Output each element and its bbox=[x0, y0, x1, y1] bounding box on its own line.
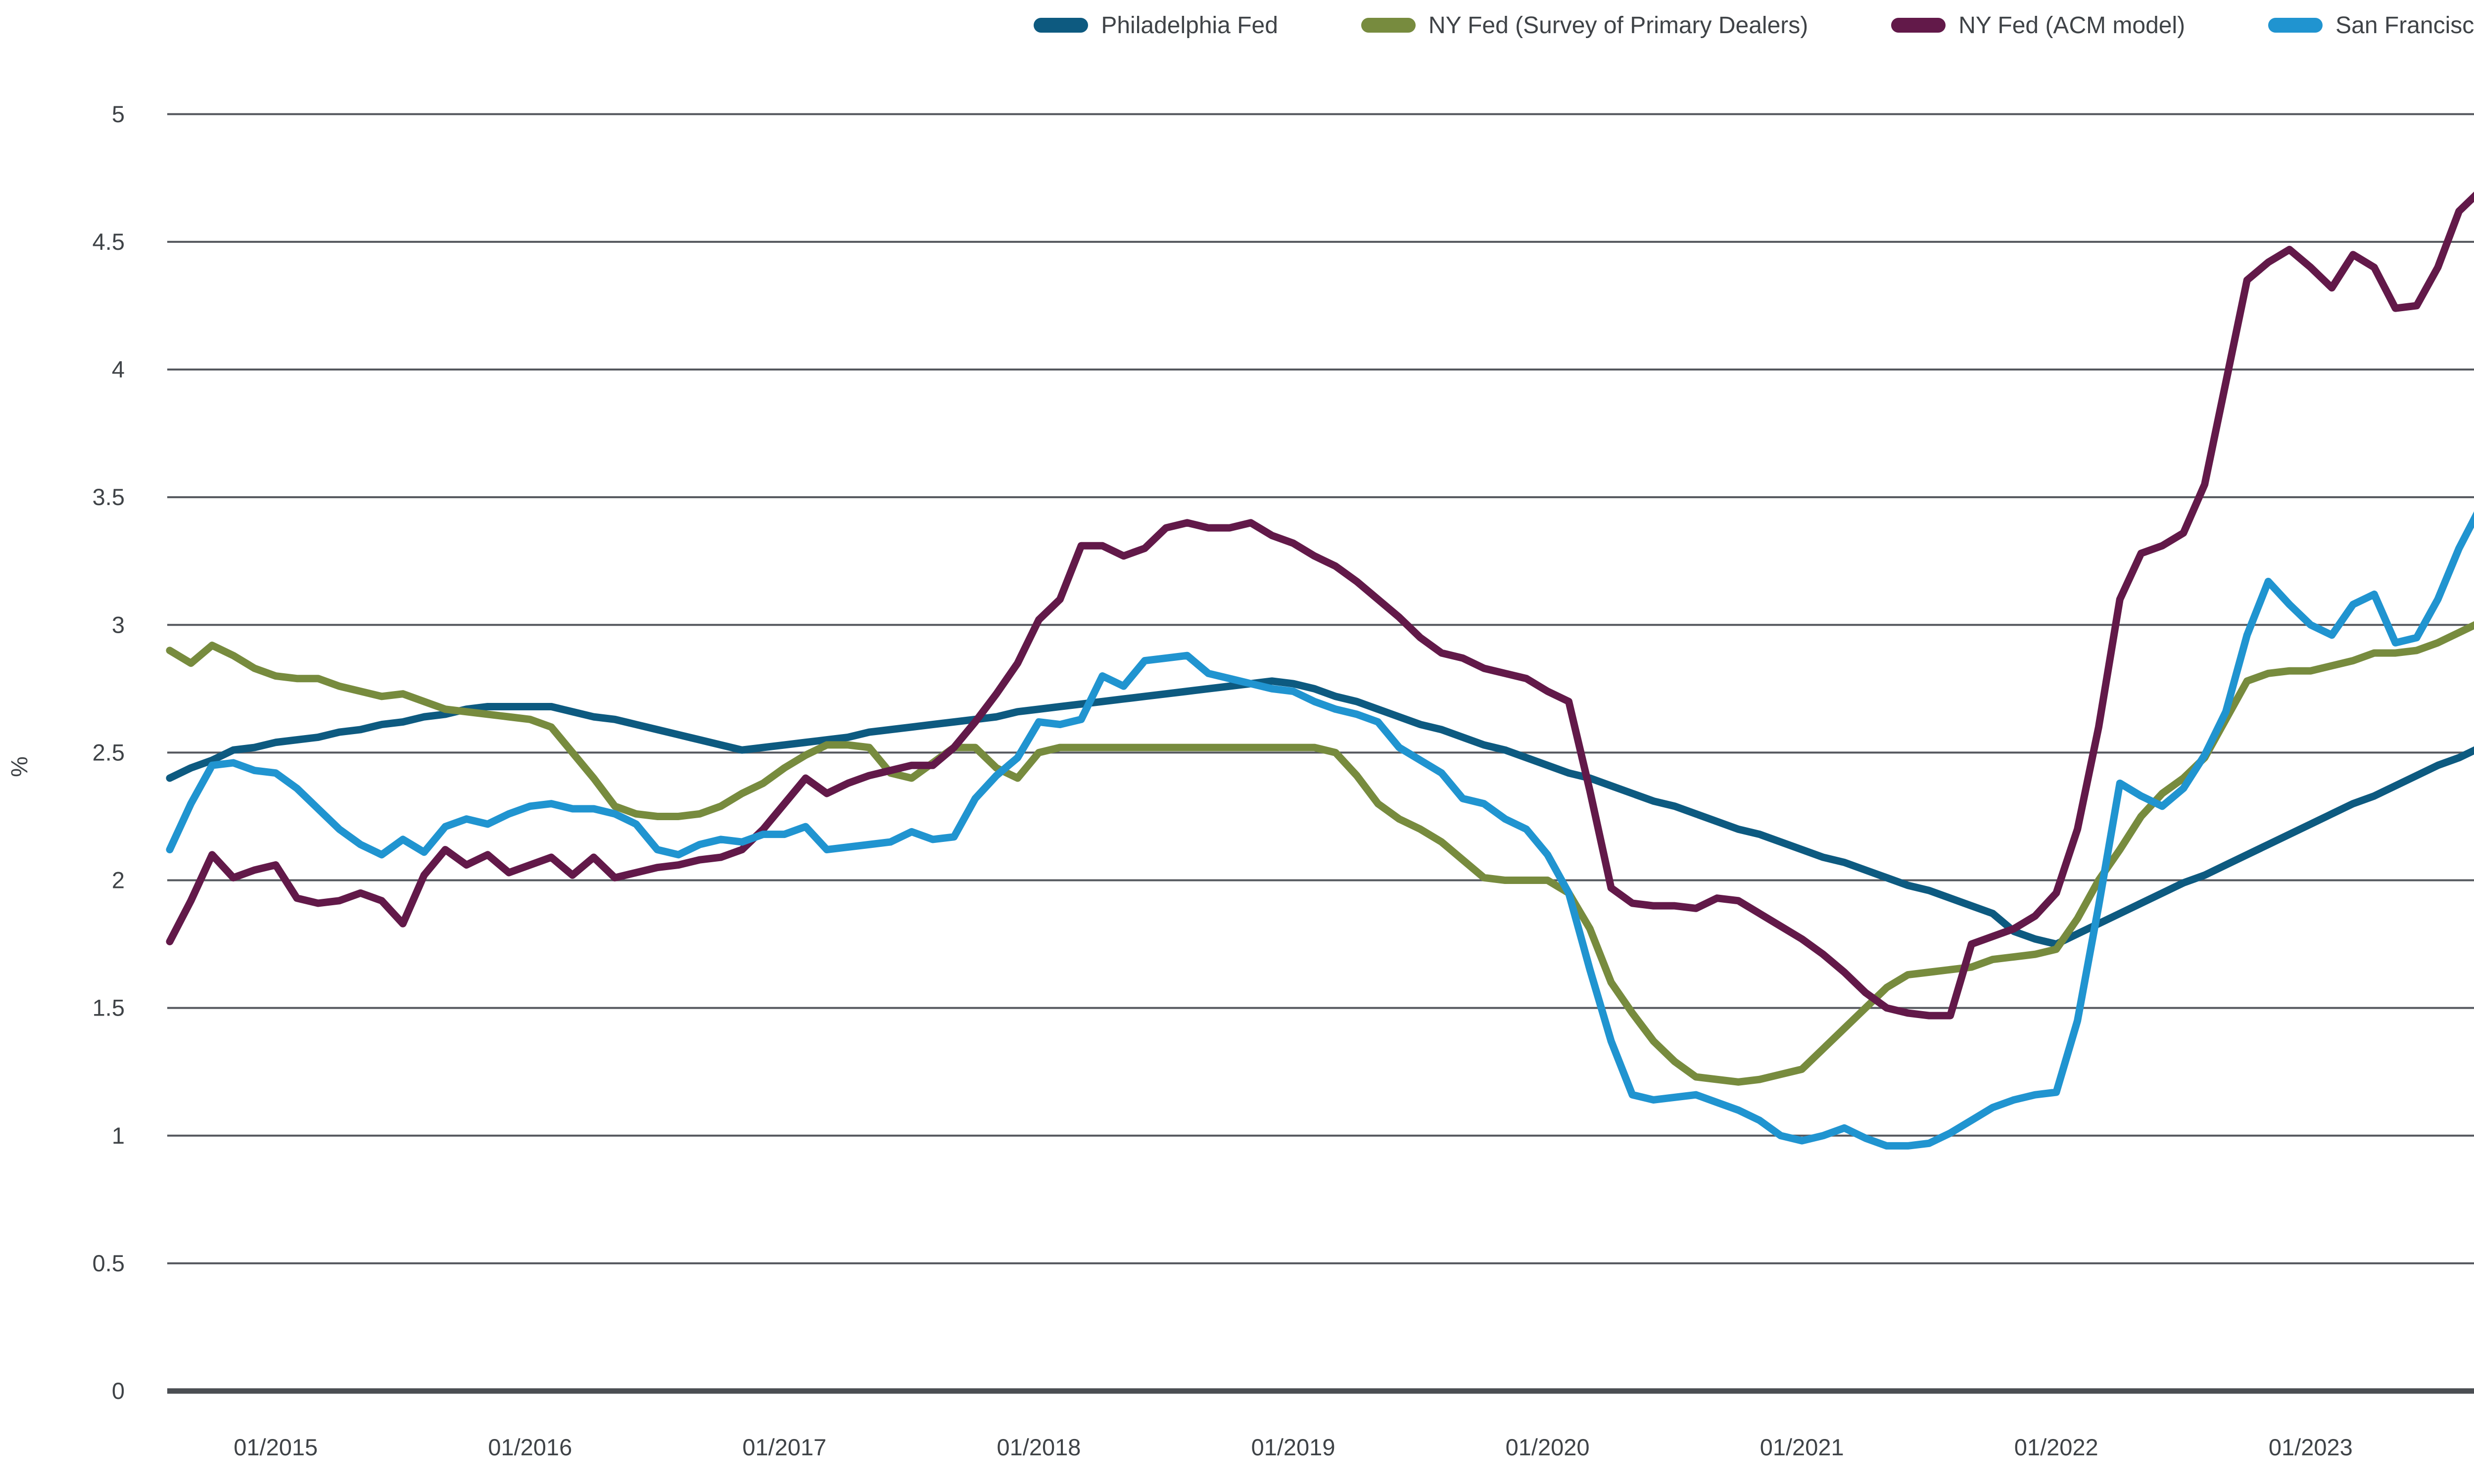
x-tick-label: 01/2019 bbox=[1251, 1434, 1335, 1460]
legend-item-san-francisco-fed: San Francisco Fed bbox=[2268, 12, 2474, 39]
x-tick-label: 01/2020 bbox=[1506, 1434, 1590, 1460]
series-line-san-francisco-fed bbox=[166, 511, 2474, 1150]
series-line-philadelphia-fed bbox=[166, 677, 2474, 948]
y-tick-label: 1.5 bbox=[93, 995, 125, 1021]
x-tick-label: 01/2022 bbox=[2014, 1434, 2098, 1460]
legend-item-ny-fed-spd: NY Fed (Survey of Primary Dealers) bbox=[1361, 12, 1808, 39]
x-tick-label: 01/2017 bbox=[742, 1434, 826, 1460]
y-tick-label: 3 bbox=[112, 611, 125, 638]
y-tick-label: 5 bbox=[112, 101, 125, 127]
legend-swatch-ny-fed-spd-icon bbox=[1361, 18, 1416, 33]
legend-swatch-san-francisco-fed-icon bbox=[2268, 18, 2323, 33]
legend-label: Philadelphia Fed bbox=[1101, 12, 1278, 39]
y-tick-label: 1 bbox=[112, 1122, 125, 1149]
legend-swatch-philadelphia-fed-icon bbox=[1034, 18, 1089, 33]
legend-label: NY Fed (Survey of Primary Dealers) bbox=[1428, 12, 1808, 39]
y-tick-label: 4 bbox=[112, 356, 125, 382]
y-tick-label: 0.5 bbox=[93, 1250, 125, 1276]
y-axis-title: % bbox=[6, 756, 32, 777]
legend-label: San Francisco Fed bbox=[2335, 12, 2474, 39]
series-line-ny-fed-acm bbox=[166, 191, 2474, 1020]
x-tick-label: 01/2021 bbox=[1760, 1434, 1844, 1460]
legend-item-philadelphia-fed: Philadelphia Fed bbox=[1034, 12, 1278, 39]
legend-swatch-ny-fed-acm-icon bbox=[1891, 18, 1946, 33]
x-tick-label: 01/2016 bbox=[488, 1434, 572, 1460]
legend: Philadelphia Fed NY Fed (Survey of Prima… bbox=[0, 8, 2474, 43]
legend-label: NY Fed (ACM model) bbox=[1958, 12, 2186, 39]
x-tick-label: 01/2018 bbox=[997, 1434, 1081, 1460]
y-tick-label: 0 bbox=[112, 1378, 125, 1404]
y-tick-label: 3.5 bbox=[93, 484, 125, 510]
y-tick-label: 2 bbox=[112, 867, 125, 893]
legend-item-ny-fed-acm: NY Fed (ACM model) bbox=[1891, 12, 2185, 39]
series-line-ny-fed-spd bbox=[166, 621, 2474, 1086]
x-tick-label: 01/2015 bbox=[234, 1434, 318, 1460]
y-tick-label: 4.5 bbox=[93, 229, 125, 255]
x-tick-label: 01/2023 bbox=[2269, 1434, 2353, 1460]
y-tick-label: 2.5 bbox=[93, 739, 125, 765]
